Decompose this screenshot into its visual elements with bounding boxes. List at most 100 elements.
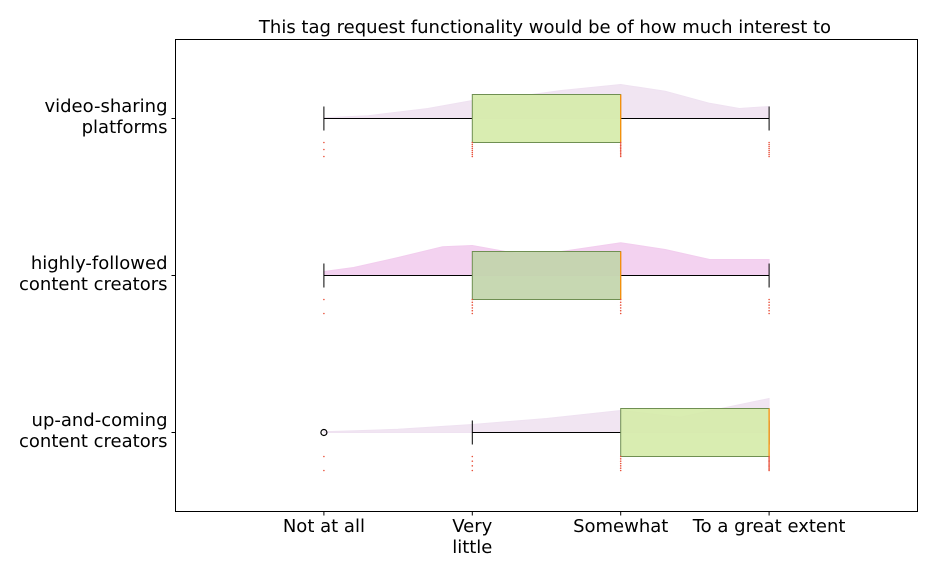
response-point-0-4-6 bbox=[768, 153, 770, 156]
response-point-2-4-0 bbox=[768, 455, 770, 458]
y-tick-label-0: video-sharing platforms bbox=[44, 96, 167, 138]
response-point-0-2-1 bbox=[471, 143, 474, 146]
response-point-2-3-3 bbox=[619, 462, 622, 465]
response-point-0-3-2 bbox=[619, 144, 622, 147]
response-point-2-4-3 bbox=[768, 459, 770, 462]
response-point-0-3-8 bbox=[619, 154, 622, 156]
y-tick-label-line: highly-followed bbox=[31, 253, 168, 274]
box-2 bbox=[620, 408, 770, 457]
x-axis: Not at all Very little Somewhat To a great e… bbox=[283, 511, 846, 558]
response-point-2-3-4 bbox=[619, 465, 622, 467]
y-tick-label-line: content creators bbox=[19, 274, 168, 295]
x-tick-label-line: To a great extent bbox=[692, 516, 846, 537]
response-point-1-4-5 bbox=[768, 312, 770, 315]
response-point-1-2-0 bbox=[471, 298, 474, 301]
response-point-1-4-1 bbox=[768, 301, 770, 304]
response-point-1-3-4 bbox=[619, 309, 622, 312]
outlier-2-0 bbox=[320, 428, 328, 437]
points-layer bbox=[323, 141, 770, 472]
response-point-1-2-4 bbox=[471, 309, 474, 312]
response-point-0-3-3 bbox=[619, 146, 622, 148]
response-point-1-2-3 bbox=[471, 307, 474, 309]
response-point-1-2-1 bbox=[471, 301, 474, 304]
response-point-1-4-2 bbox=[768, 304, 770, 306]
response-point-2-3-6 bbox=[619, 469, 622, 472]
response-point-0-3-7 bbox=[619, 152, 622, 155]
response-point-2-1-1 bbox=[323, 469, 325, 472]
y-tick-label-line: platforms bbox=[82, 117, 168, 138]
response-point-2-3-2 bbox=[619, 460, 622, 462]
x-tick-label-0: Not at all bbox=[283, 516, 365, 537]
response-point-0-2-6 bbox=[471, 153, 474, 156]
response-point-2-2-1 bbox=[471, 460, 474, 462]
response-point-2-3-0 bbox=[619, 455, 622, 458]
response-point-0-1-0 bbox=[323, 141, 325, 144]
x-tick-label-line: Not at all bbox=[283, 516, 365, 537]
y-tick-label-line: up-and-coming bbox=[32, 410, 168, 431]
response-point-2-4-1 bbox=[768, 456, 770, 459]
response-point-1-3-0 bbox=[619, 298, 622, 301]
response-point-0-1-1 bbox=[323, 148, 325, 151]
response-point-2-4-11 bbox=[768, 469, 770, 472]
response-point-0-2-0 bbox=[471, 141, 474, 144]
response-point-0-2-5 bbox=[471, 151, 474, 154]
response-point-0-4-5 bbox=[768, 151, 770, 154]
response-point-2-3-5 bbox=[619, 467, 622, 469]
response-point-1-4-3 bbox=[768, 307, 770, 309]
plot-area bbox=[175, 39, 918, 512]
response-point-2-4-5 bbox=[768, 462, 770, 464]
response-point-0-4-4 bbox=[768, 149, 770, 152]
y-tick-label-line: video-sharing bbox=[44, 96, 167, 117]
response-point-1-2-5 bbox=[471, 312, 474, 315]
response-point-1-3-1 bbox=[619, 301, 622, 304]
response-point-2-4-4 bbox=[768, 460, 770, 463]
response-point-1-3-3 bbox=[619, 307, 622, 309]
response-point-1-4-0 bbox=[768, 298, 770, 301]
response-point-2-4-6 bbox=[768, 463, 770, 465]
response-point-1-3-2 bbox=[619, 304, 622, 306]
x-tick-label-1: Very little bbox=[452, 516, 492, 558]
response-point-0-4-0 bbox=[768, 141, 770, 144]
response-point-2-2-0 bbox=[471, 455, 474, 458]
response-point-2-3-1 bbox=[619, 458, 622, 460]
response-point-2-4-2 bbox=[768, 458, 770, 460]
response-point-0-3-9 bbox=[619, 155, 622, 158]
x-tick-label-2: Somewhat bbox=[573, 516, 668, 537]
response-point-0-3-1 bbox=[619, 143, 622, 145]
response-point-1-1-1 bbox=[323, 312, 325, 315]
response-point-0-3-0 bbox=[619, 141, 622, 144]
response-point-0-4-2 bbox=[768, 145, 770, 148]
x-tick-label-3: To a great extent bbox=[692, 516, 846, 537]
box-1 bbox=[471, 251, 622, 300]
response-point-1-4-4 bbox=[768, 309, 770, 312]
response-point-2-4-8 bbox=[768, 465, 770, 468]
response-point-1-1-0 bbox=[323, 298, 325, 301]
box-0 bbox=[471, 94, 622, 143]
response-point-0-3-5 bbox=[619, 149, 622, 152]
response-point-2-2-2 bbox=[471, 465, 474, 467]
y-tick-label-line: content creators bbox=[19, 431, 168, 452]
response-point-1-3-5 bbox=[619, 312, 622, 315]
response-point-2-2-3 bbox=[471, 469, 474, 472]
y-tick-label-2: up-and-coming content creators bbox=[19, 410, 168, 452]
x-tick-label-line: little bbox=[452, 537, 492, 558]
response-point-0-1-2 bbox=[323, 155, 325, 158]
response-point-0-4-3 bbox=[768, 147, 770, 150]
response-point-0-2-7 bbox=[471, 155, 474, 158]
y-tick-label-1: highly-followed content creators bbox=[19, 253, 168, 295]
x-tick-label-line: Somewhat bbox=[573, 516, 668, 537]
response-point-0-2-3 bbox=[471, 147, 474, 150]
box-layer bbox=[320, 94, 770, 457]
response-point-0-2-2 bbox=[471, 145, 474, 148]
response-point-0-4-1 bbox=[768, 143, 770, 146]
response-point-1-2-2 bbox=[471, 304, 474, 306]
x-tick-label-line: Very bbox=[452, 516, 492, 537]
response-point-0-4-7 bbox=[768, 155, 770, 158]
response-point-2-4-7 bbox=[768, 464, 770, 467]
response-point-0-3-6 bbox=[619, 151, 622, 153]
response-point-2-4-9 bbox=[768, 467, 770, 469]
response-point-0-2-4 bbox=[471, 149, 474, 152]
chart-title: This tag request functionality would be … bbox=[258, 17, 831, 38]
